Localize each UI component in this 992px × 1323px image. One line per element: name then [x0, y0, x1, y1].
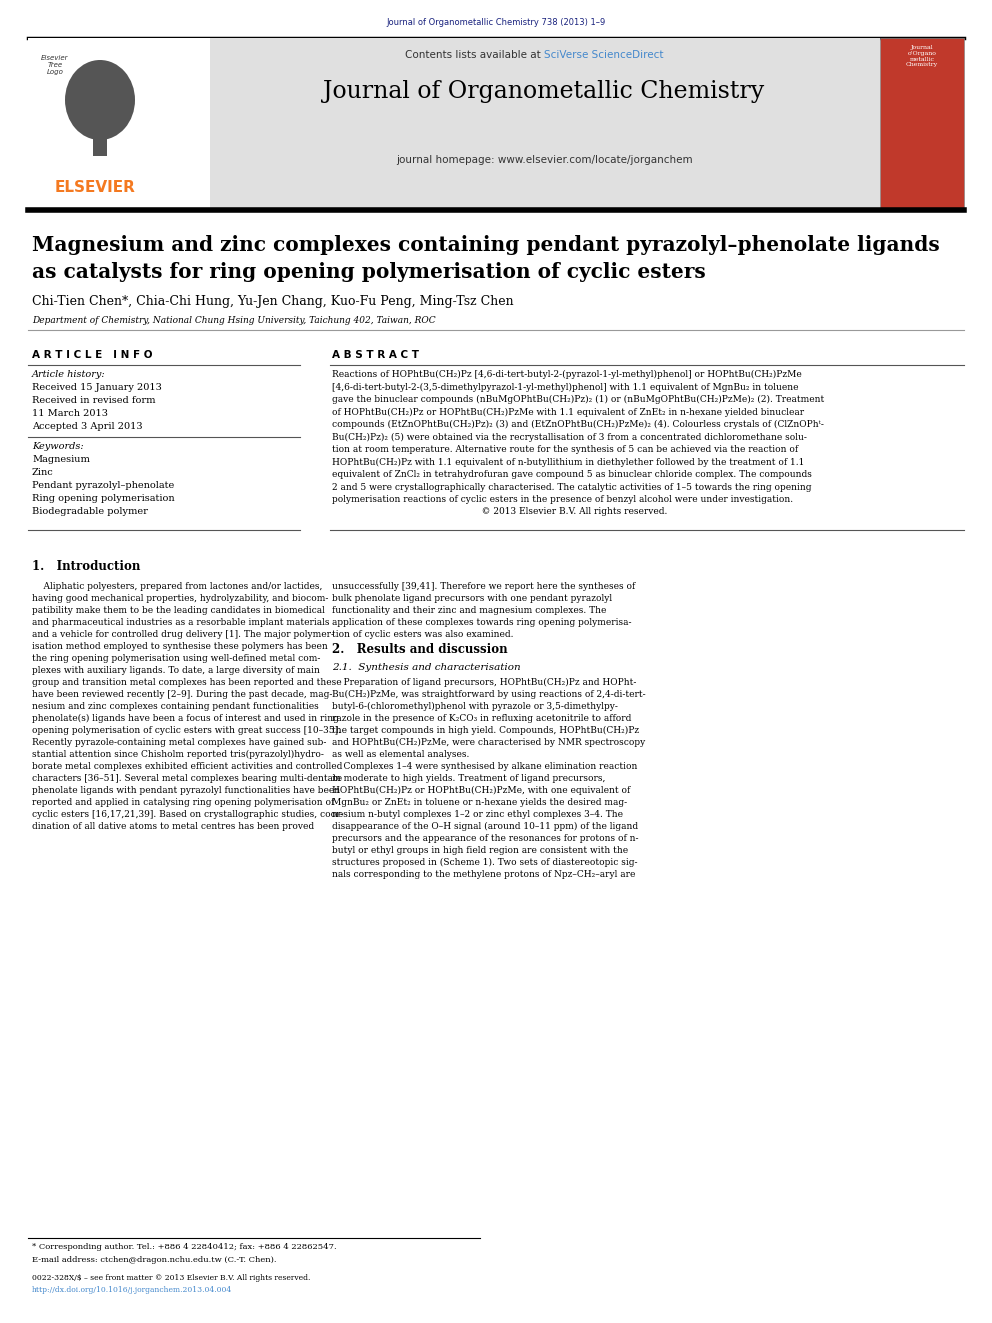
Ellipse shape [65, 60, 135, 140]
Text: and a vehicle for controlled drug delivery [1]. The major polymer-: and a vehicle for controlled drug delive… [32, 630, 334, 639]
Text: 11 March 2013: 11 March 2013 [32, 409, 108, 418]
Text: © 2013 Elsevier B.V. All rights reserved.: © 2013 Elsevier B.V. All rights reserved… [332, 508, 668, 516]
Text: nesium n-butyl complexes 1–2 or zinc ethyl complexes 3–4. The: nesium n-butyl complexes 1–2 or zinc eth… [332, 810, 623, 819]
Text: Reactions of HOPhtBu(CH₂)Pz [4,6-di-tert-butyl-2-(pyrazol-1-yl-methyl)phenol] or: Reactions of HOPhtBu(CH₂)Pz [4,6-di-tert… [332, 370, 802, 380]
Text: polymerisation reactions of cyclic esters in the presence of benzyl alcohol were: polymerisation reactions of cyclic ester… [332, 495, 794, 504]
Text: Contents lists available at: Contents lists available at [405, 50, 544, 60]
Text: as catalysts for ring opening polymerisation of cyclic esters: as catalysts for ring opening polymerisa… [32, 262, 705, 282]
Text: in moderate to high yields. Treatment of ligand precursors,: in moderate to high yields. Treatment of… [332, 774, 605, 783]
Text: A B S T R A C T: A B S T R A C T [332, 351, 419, 360]
Text: 1.   Introduction: 1. Introduction [32, 560, 141, 573]
Text: isation method employed to synthesise these polymers has been: isation method employed to synthesise th… [32, 642, 327, 651]
Text: phenolate(s) ligands have been a focus of interest and used in ring: phenolate(s) ligands have been a focus o… [32, 714, 339, 724]
Text: * Corresponding author. Tel.: +886 4 22840412; fax: +886 4 22862547.: * Corresponding author. Tel.: +886 4 228… [32, 1244, 336, 1252]
Text: have been reviewed recently [2–9]. During the past decade, mag-: have been reviewed recently [2–9]. Durin… [32, 691, 332, 699]
Text: journal homepage: www.elsevier.com/locate/jorganchem: journal homepage: www.elsevier.com/locat… [396, 155, 692, 165]
Text: and HOPhtBu(CH₂)PzMe, were characterised by NMR spectroscopy: and HOPhtBu(CH₂)PzMe, were characterised… [332, 738, 645, 747]
Text: Ring opening polymerisation: Ring opening polymerisation [32, 493, 175, 503]
Text: opening polymerisation of cyclic esters with great success [10–35].: opening polymerisation of cyclic esters … [32, 726, 341, 736]
Text: Article history:: Article history: [32, 370, 105, 378]
Bar [880, 38, 964, 210]
Text: 2.   Results and discussion: 2. Results and discussion [332, 643, 508, 656]
Text: http://dx.doi.org/10.1016/j.jorganchem.2013.04.004: http://dx.doi.org/10.1016/j.jorganchem.2… [32, 1286, 232, 1294]
Text: A R T I C L E   I N F O: A R T I C L E I N F O [32, 351, 153, 360]
Text: of HOPhtBu(CH₂)Pz or HOPhtBu(CH₂)PzMe with 1.1 equivalent of ZnEt₂ in n-hexane y: of HOPhtBu(CH₂)Pz or HOPhtBu(CH₂)PzMe wi… [332, 407, 805, 417]
Text: the ring opening polymerisation using well-defined metal com-: the ring opening polymerisation using we… [32, 654, 320, 663]
Text: structures proposed in (Scheme 1). Two sets of diastereotopic sig-: structures proposed in (Scheme 1). Two s… [332, 859, 638, 867]
Text: reported and applied in catalysing ring opening polymerisation of: reported and applied in catalysing ring … [32, 798, 334, 807]
Text: nals corresponding to the methylene protons of Npz–CH₂–aryl are: nals corresponding to the methylene prot… [332, 871, 635, 878]
Text: compounds (EtZnOPhtBu(CH₂)Pz)₂ (3) and (EtZnOPhtBu(CH₂)PzMe)₂ (4). Colourless cr: compounds (EtZnOPhtBu(CH₂)Pz)₂ (3) and (… [332, 419, 824, 429]
Text: [4,6-di-tert-butyl-2-(3,5-dimethylpyrazol-1-yl-methyl)phenol] with 1.1 equivalen: [4,6-di-tert-butyl-2-(3,5-dimethylpyrazo… [332, 382, 799, 392]
Text: characters [36–51]. Several metal complexes bearing multi-dentate: characters [36–51]. Several metal comple… [32, 774, 342, 783]
Text: Journal of Organometallic Chemistry: Journal of Organometallic Chemistry [323, 79, 765, 103]
Text: Bu(CH₂)PzMe, was straightforward by using reactions of 2,4-di-tert-: Bu(CH₂)PzMe, was straightforward by usin… [332, 691, 646, 699]
Text: HOPhtBu(CH₂)Pz with 1.1 equivalent of n-butyllithium in diethylether followed by: HOPhtBu(CH₂)Pz with 1.1 equivalent of n-… [332, 458, 805, 467]
Text: the target compounds in high yield. Compounds, HOPhtBu(CH₂)Pz: the target compounds in high yield. Comp… [332, 726, 639, 736]
Text: patibility make them to be the leading candidates in biomedical: patibility make them to be the leading c… [32, 606, 324, 615]
Text: Received in revised form: Received in revised form [32, 396, 156, 405]
Text: Journal
o'Organo
metallic
Chemistry: Journal o'Organo metallic Chemistry [906, 45, 938, 67]
Bar [28, 38, 210, 210]
Text: as well as elemental analyses.: as well as elemental analyses. [332, 750, 469, 759]
Bar [93, 138, 107, 156]
Text: tion of cyclic esters was also examined.: tion of cyclic esters was also examined. [332, 630, 514, 639]
Text: unsuccessfully [39,41]. Therefore we report here the syntheses of: unsuccessfully [39,41]. Therefore we rep… [332, 582, 635, 591]
Text: gave the binuclear compounds (nBuMgOPhtBu(CH₂)Pz)₂ (1) or (nBuMgOPhtBu(CH₂)PzMe): gave the binuclear compounds (nBuMgOPhtB… [332, 396, 824, 404]
Text: Magnesium: Magnesium [32, 455, 90, 464]
Text: Recently pyrazole-containing metal complexes have gained sub-: Recently pyrazole-containing metal compl… [32, 738, 326, 747]
Text: Magnesium and zinc complexes containing pendant pyrazolyl–phenolate ligands: Magnesium and zinc complexes containing … [32, 235, 939, 255]
Text: nesium and zinc complexes containing pendant functionalities: nesium and zinc complexes containing pen… [32, 703, 318, 710]
Text: Complexes 1–4 were synthesised by alkane elimination reaction: Complexes 1–4 were synthesised by alkane… [332, 762, 638, 771]
Text: Accepted 3 April 2013: Accepted 3 April 2013 [32, 422, 143, 431]
Text: Received 15 January 2013: Received 15 January 2013 [32, 382, 162, 392]
Text: E-mail address: ctchen@dragon.nchu.edu.tw (C.-T. Chen).: E-mail address: ctchen@dragon.nchu.edu.t… [32, 1256, 277, 1263]
Text: butyl or ethyl groups in high field region are consistent with the: butyl or ethyl groups in high field regi… [332, 845, 628, 855]
Text: plexes with auxiliary ligands. To date, a large diversity of main: plexes with auxiliary ligands. To date, … [32, 665, 319, 675]
Text: dination of all dative atoms to metal centres has been proved: dination of all dative atoms to metal ce… [32, 822, 314, 831]
Text: razole in the presence of K₂CO₃ in refluxing acetonitrile to afford: razole in the presence of K₂CO₃ in reflu… [332, 714, 631, 722]
Text: tion at room temperature. Alternative route for the synthesis of 5 can be achiev: tion at room temperature. Alternative ro… [332, 445, 799, 454]
Text: SciVerse ScienceDirect: SciVerse ScienceDirect [544, 50, 664, 60]
Text: Biodegradable polymer: Biodegradable polymer [32, 507, 148, 516]
Text: stantial attention since Chisholm reported tris(pyrazolyl)hydro-: stantial attention since Chisholm report… [32, 750, 323, 759]
Text: Journal of Organometallic Chemistry 738 (2013) 1–9: Journal of Organometallic Chemistry 738 … [386, 19, 606, 26]
Text: 2 and 5 were crystallographically characterised. The catalytic activities of 1–5: 2 and 5 were crystallographically charac… [332, 483, 811, 492]
Text: Preparation of ligand precursors, HOPhtBu(CH₂)Pz and HOPht-: Preparation of ligand precursors, HOPhtB… [332, 677, 637, 687]
Text: functionality and their zinc and magnesium complexes. The: functionality and their zinc and magnesi… [332, 606, 606, 615]
Text: precursors and the appearance of the resonances for protons of n-: precursors and the appearance of the res… [332, 833, 639, 843]
Text: 0022-328X/$ – see front matter © 2013 Elsevier B.V. All rights reserved.: 0022-328X/$ – see front matter © 2013 El… [32, 1274, 310, 1282]
Text: Elsevier
Tree
Logo: Elsevier Tree Logo [42, 56, 68, 75]
Text: Keywords:: Keywords: [32, 442, 83, 451]
Text: and pharmaceutical industries as a resorbable implant materials: and pharmaceutical industries as a resor… [32, 618, 329, 627]
Text: cyclic esters [16,17,21,39]. Based on crystallographic studies, coor-: cyclic esters [16,17,21,39]. Based on cr… [32, 810, 343, 819]
Text: Bu(CH₂)Pz)₂ (5) were obtained via the recrystallisation of 3 from a concentrated: Bu(CH₂)Pz)₂ (5) were obtained via the re… [332, 433, 806, 442]
Text: borate metal complexes exhibited efficient activities and controlled: borate metal complexes exhibited efficie… [32, 762, 342, 771]
Text: Aliphatic polyesters, prepared from lactones and/or lactides,: Aliphatic polyesters, prepared from lact… [32, 582, 322, 591]
Text: ELSEVIER: ELSEVIER [55, 180, 136, 194]
Text: Chi-Tien Chen*, Chia-Chi Hung, Yu-Jen Chang, Kuo-Fu Peng, Ming-Tsz Chen: Chi-Tien Chen*, Chia-Chi Hung, Yu-Jen Ch… [32, 295, 514, 308]
Text: disappearance of the O–H signal (around 10–11 ppm) of the ligand: disappearance of the O–H signal (around … [332, 822, 638, 831]
Bar [210, 38, 880, 210]
Text: having good mechanical properties, hydrolyzability, and biocom-: having good mechanical properties, hydro… [32, 594, 328, 603]
Text: butyl-6-(chloromethyl)phenol with pyrazole or 3,5-dimethylpy-: butyl-6-(chloromethyl)phenol with pyrazo… [332, 703, 618, 712]
Text: MgnBu₂ or ZnEt₂ in toluene or n-hexane yields the desired mag-: MgnBu₂ or ZnEt₂ in toluene or n-hexane y… [332, 798, 627, 807]
Text: 2.1.  Synthesis and characterisation: 2.1. Synthesis and characterisation [332, 663, 521, 672]
Text: Pendant pyrazolyl–phenolate: Pendant pyrazolyl–phenolate [32, 482, 175, 490]
Text: group and transition metal complexes has been reported and these: group and transition metal complexes has… [32, 677, 341, 687]
Text: phenolate ligands with pendant pyrazolyl functionalities have been: phenolate ligands with pendant pyrazolyl… [32, 786, 340, 795]
Text: application of these complexes towards ring opening polymerisa-: application of these complexes towards r… [332, 618, 632, 627]
Text: Department of Chemistry, National Chung Hsing University, Taichung 402, Taiwan, : Department of Chemistry, National Chung … [32, 316, 435, 325]
Text: bulk phenolate ligand precursors with one pendant pyrazolyl: bulk phenolate ligand precursors with on… [332, 594, 612, 603]
Text: Zinc: Zinc [32, 468, 54, 478]
Text: equivalent of ZnCl₂ in tetrahydrofuran gave compound 5 as binuclear chloride com: equivalent of ZnCl₂ in tetrahydrofuran g… [332, 470, 811, 479]
Text: HOPhtBu(CH₂)Pz or HOPhtBu(CH₂)PzMe, with one equivalent of: HOPhtBu(CH₂)Pz or HOPhtBu(CH₂)PzMe, with… [332, 786, 630, 795]
